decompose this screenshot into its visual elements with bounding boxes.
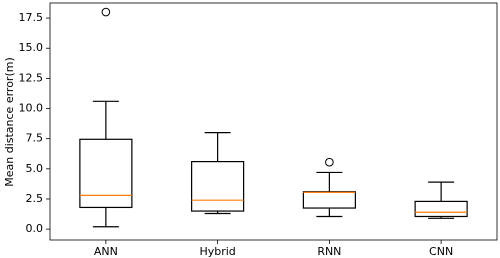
x-tick-label: CNN (429, 245, 453, 258)
outlier (101, 7, 111, 17)
y-axis-label: Mean distance error(m) (3, 57, 16, 187)
outlier (325, 157, 334, 167)
y-tick-label: 15.0 (19, 41, 44, 54)
plot-frame (49, 2, 498, 241)
x-tick-label: Hybrid (199, 245, 235, 258)
y-tick-label: 7.5 (26, 132, 44, 145)
y-tick-label: 10.0 (19, 102, 44, 115)
y-tick-label: 12.5 (19, 71, 44, 84)
x-tick-label: ANN (94, 245, 118, 258)
box (414, 200, 468, 218)
box (191, 161, 245, 212)
y-tick-label: 17.5 (19, 11, 44, 24)
y-tick-label: 5.0 (26, 162, 44, 175)
box (79, 138, 133, 209)
box (302, 191, 356, 209)
y-tick-label: 2.5 (26, 192, 44, 205)
x-tick-label: RNN (317, 245, 341, 258)
y-tick-label: 0.0 (26, 222, 44, 235)
